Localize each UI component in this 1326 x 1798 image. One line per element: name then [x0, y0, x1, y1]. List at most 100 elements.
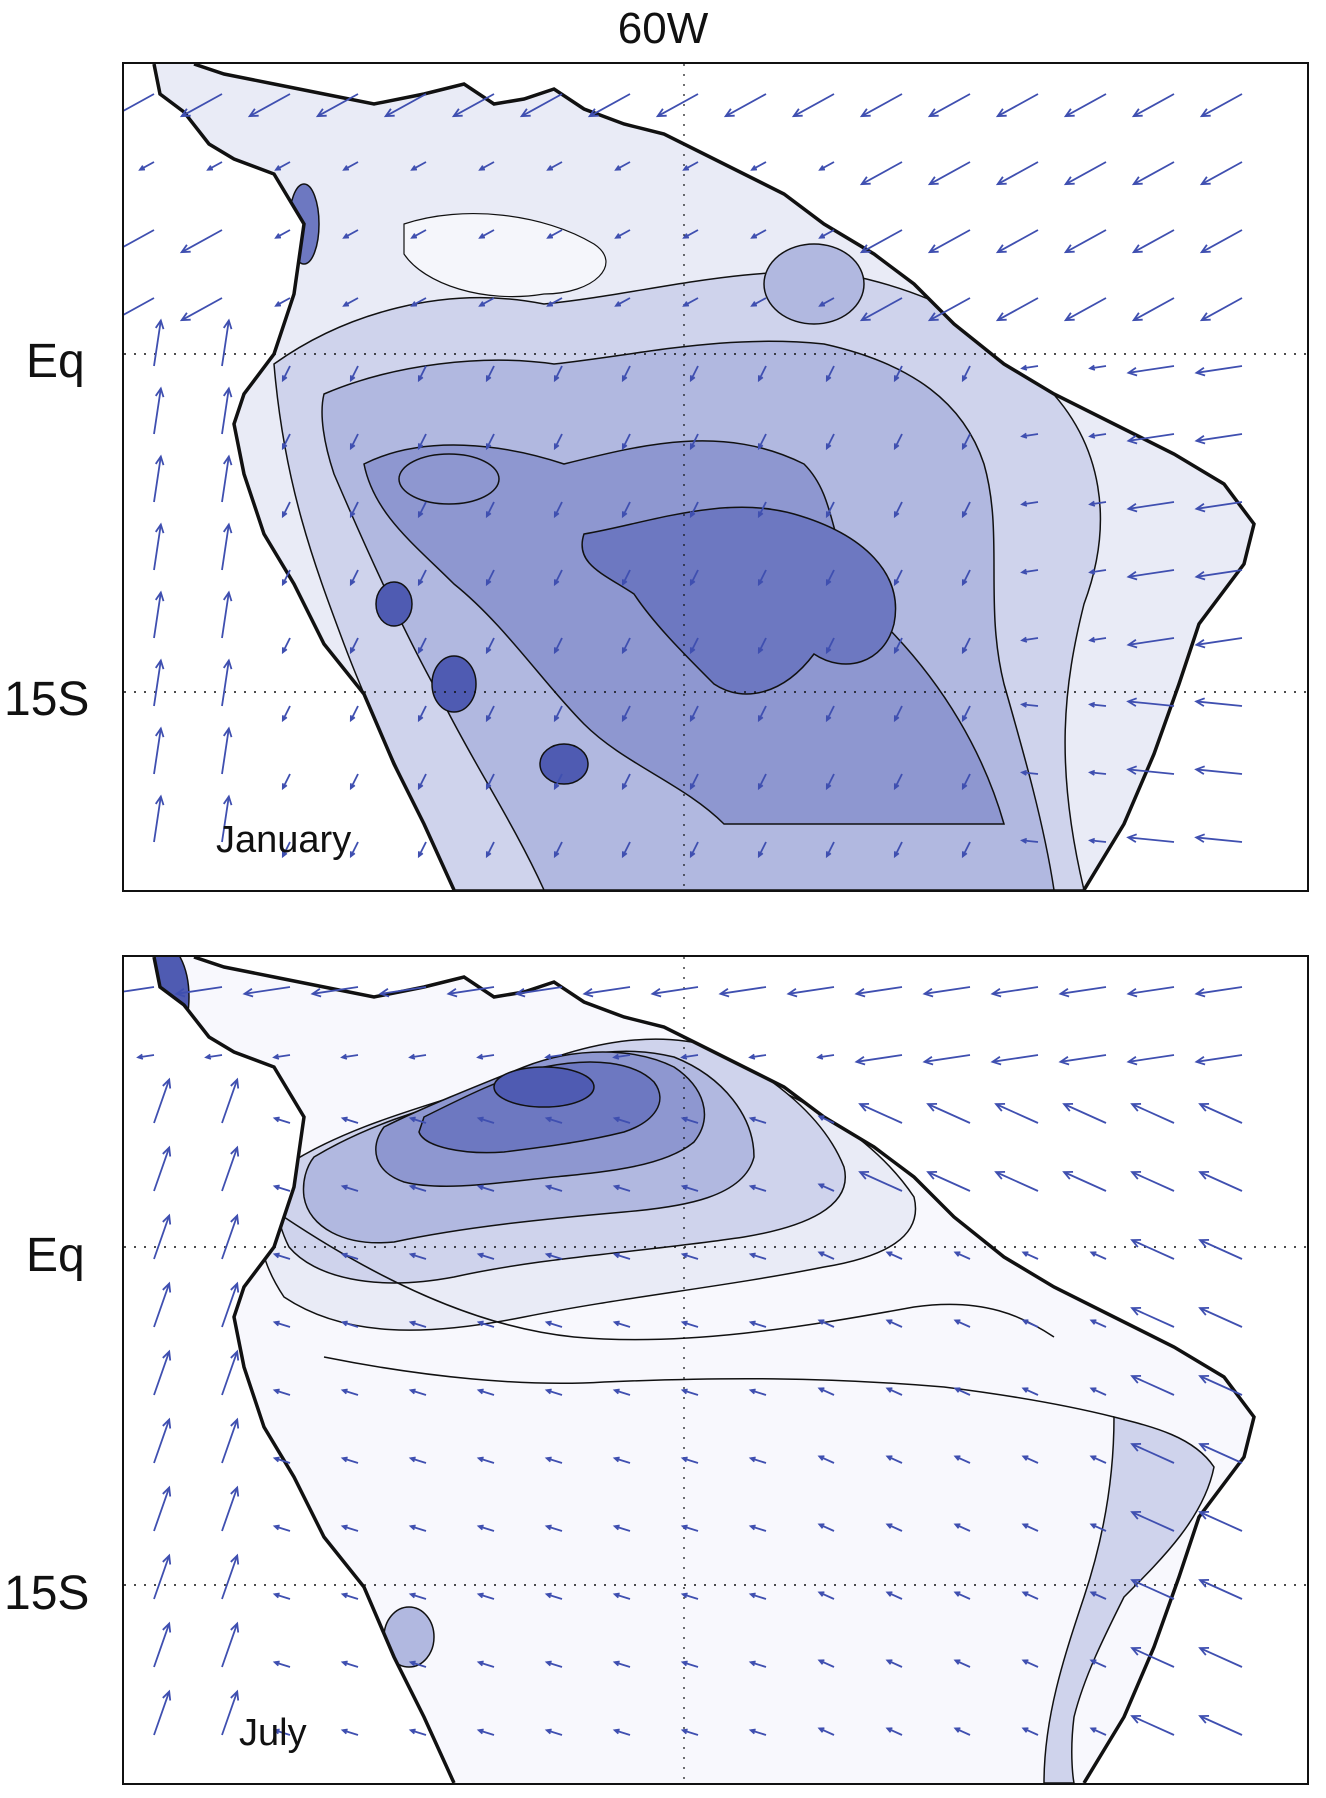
wind-vector-head	[1194, 503, 1206, 513]
wind-vector-head	[485, 579, 492, 587]
wind-vector-head	[995, 176, 1007, 186]
wind-vector	[342, 1321, 359, 1328]
wind-vector-head	[349, 443, 356, 451]
wind-vector	[955, 1659, 971, 1668]
wind-vector	[819, 1319, 835, 1328]
wind-vector	[859, 1171, 903, 1192]
wind-vector	[750, 1661, 767, 1668]
wind-vector	[1199, 1171, 1243, 1192]
wind-vector	[478, 1117, 495, 1124]
wind-vector	[682, 1117, 699, 1124]
wind-vector	[410, 1054, 427, 1059]
wind-vector-head	[816, 1053, 824, 1060]
wind-vector	[282, 841, 291, 857]
wind-vector-head	[1021, 1319, 1029, 1325]
wind-vector-head	[476, 1660, 484, 1667]
wind-vector	[411, 229, 427, 239]
wind-vector-head	[1088, 500, 1096, 507]
wind-vector-head	[162, 1689, 172, 1701]
wind-vector-head	[680, 1053, 688, 1060]
wind-vector	[1128, 637, 1175, 646]
wind-vector	[153, 320, 162, 367]
wind-vector-head	[230, 1077, 240, 1089]
wind-vector-head	[1130, 1442, 1142, 1452]
wind-vector	[418, 365, 427, 381]
wind-vector-head	[893, 443, 900, 451]
wind-vector-head	[349, 579, 356, 587]
wind-vector	[221, 1351, 239, 1396]
wind-vector-head	[1020, 701, 1028, 708]
wind-vector	[1201, 297, 1243, 321]
wind-vector-head	[446, 988, 458, 998]
wind-vector-head	[485, 647, 492, 655]
wind-vector	[1063, 1103, 1107, 1124]
wind-vector	[1089, 771, 1107, 775]
wind-vector-head	[272, 1524, 280, 1531]
wind-vector	[410, 1185, 427, 1192]
wind-vector-head	[478, 301, 486, 307]
wind-vector-head	[1089, 1659, 1097, 1665]
wind-vector-head	[757, 647, 764, 655]
wind-vector	[139, 161, 155, 171]
wind-vector-head	[272, 1456, 280, 1463]
wind-vector-head	[223, 522, 233, 534]
wind-vector-head	[1088, 769, 1096, 776]
coastline	[152, 64, 1256, 890]
wind-vector-head	[230, 1213, 240, 1225]
wind-vector	[1131, 1375, 1175, 1396]
wind-vector	[622, 773, 631, 789]
wind-vector-head	[587, 108, 599, 118]
wind-vector	[690, 501, 699, 517]
wind-vector-head	[612, 1728, 620, 1735]
wind-vector-head	[408, 1728, 416, 1735]
wind-vector	[554, 773, 563, 789]
wind-vector	[547, 297, 563, 307]
wind-vector	[758, 365, 767, 381]
wind-vector-head	[689, 715, 696, 723]
wind-vector-head	[893, 851, 900, 859]
wind-vector	[997, 229, 1039, 253]
wind-vector-head	[818, 301, 826, 307]
wind-vector-head	[791, 108, 803, 118]
wind-vector	[342, 1457, 359, 1464]
wind-vector	[153, 1419, 171, 1464]
wind-vector-head	[680, 1184, 688, 1191]
wind-vector-head	[162, 1281, 172, 1293]
wind-vector-head	[476, 1320, 484, 1327]
wind-vector-head	[451, 108, 463, 118]
wind-vector-head	[162, 1553, 172, 1565]
wind-vector	[894, 773, 903, 789]
wind-vector-head	[927, 108, 939, 118]
wind-vector	[929, 297, 971, 321]
wind-vector	[887, 1251, 903, 1260]
wind-vector	[181, 297, 223, 321]
wind-vector	[1196, 986, 1243, 995]
wind-vector	[153, 1351, 171, 1396]
wind-vector-head	[1088, 636, 1096, 643]
wind-vector-head	[544, 1053, 552, 1060]
wind-vector-head	[825, 647, 832, 655]
wind-vector	[221, 1215, 239, 1260]
wind-vector	[274, 1185, 291, 1192]
wind-vector	[1063, 1171, 1107, 1192]
wind-vector-head	[859, 176, 871, 186]
wind-vector-head	[274, 233, 282, 239]
wind-vector	[682, 1457, 699, 1464]
wind-vector	[1023, 1523, 1039, 1532]
wind-vector	[1131, 1579, 1175, 1600]
wind-vector	[1128, 433, 1175, 442]
wind-vector-head	[417, 851, 424, 859]
wind-vector-head	[748, 1320, 756, 1327]
wind-vector-head	[230, 1485, 240, 1497]
wind-vector	[819, 1591, 835, 1600]
wind-vector	[690, 365, 699, 381]
wind-vector	[1199, 1647, 1243, 1668]
wind-vector-head	[349, 511, 356, 519]
wind-vector-head	[162, 1417, 172, 1429]
wind-vector-head	[1131, 312, 1143, 322]
wind-vector	[418, 569, 427, 585]
wind-vector-head	[1198, 1714, 1210, 1724]
wind-vector	[410, 1321, 427, 1328]
wind-vector-head	[544, 1184, 552, 1191]
wind-vector	[995, 1171, 1039, 1192]
